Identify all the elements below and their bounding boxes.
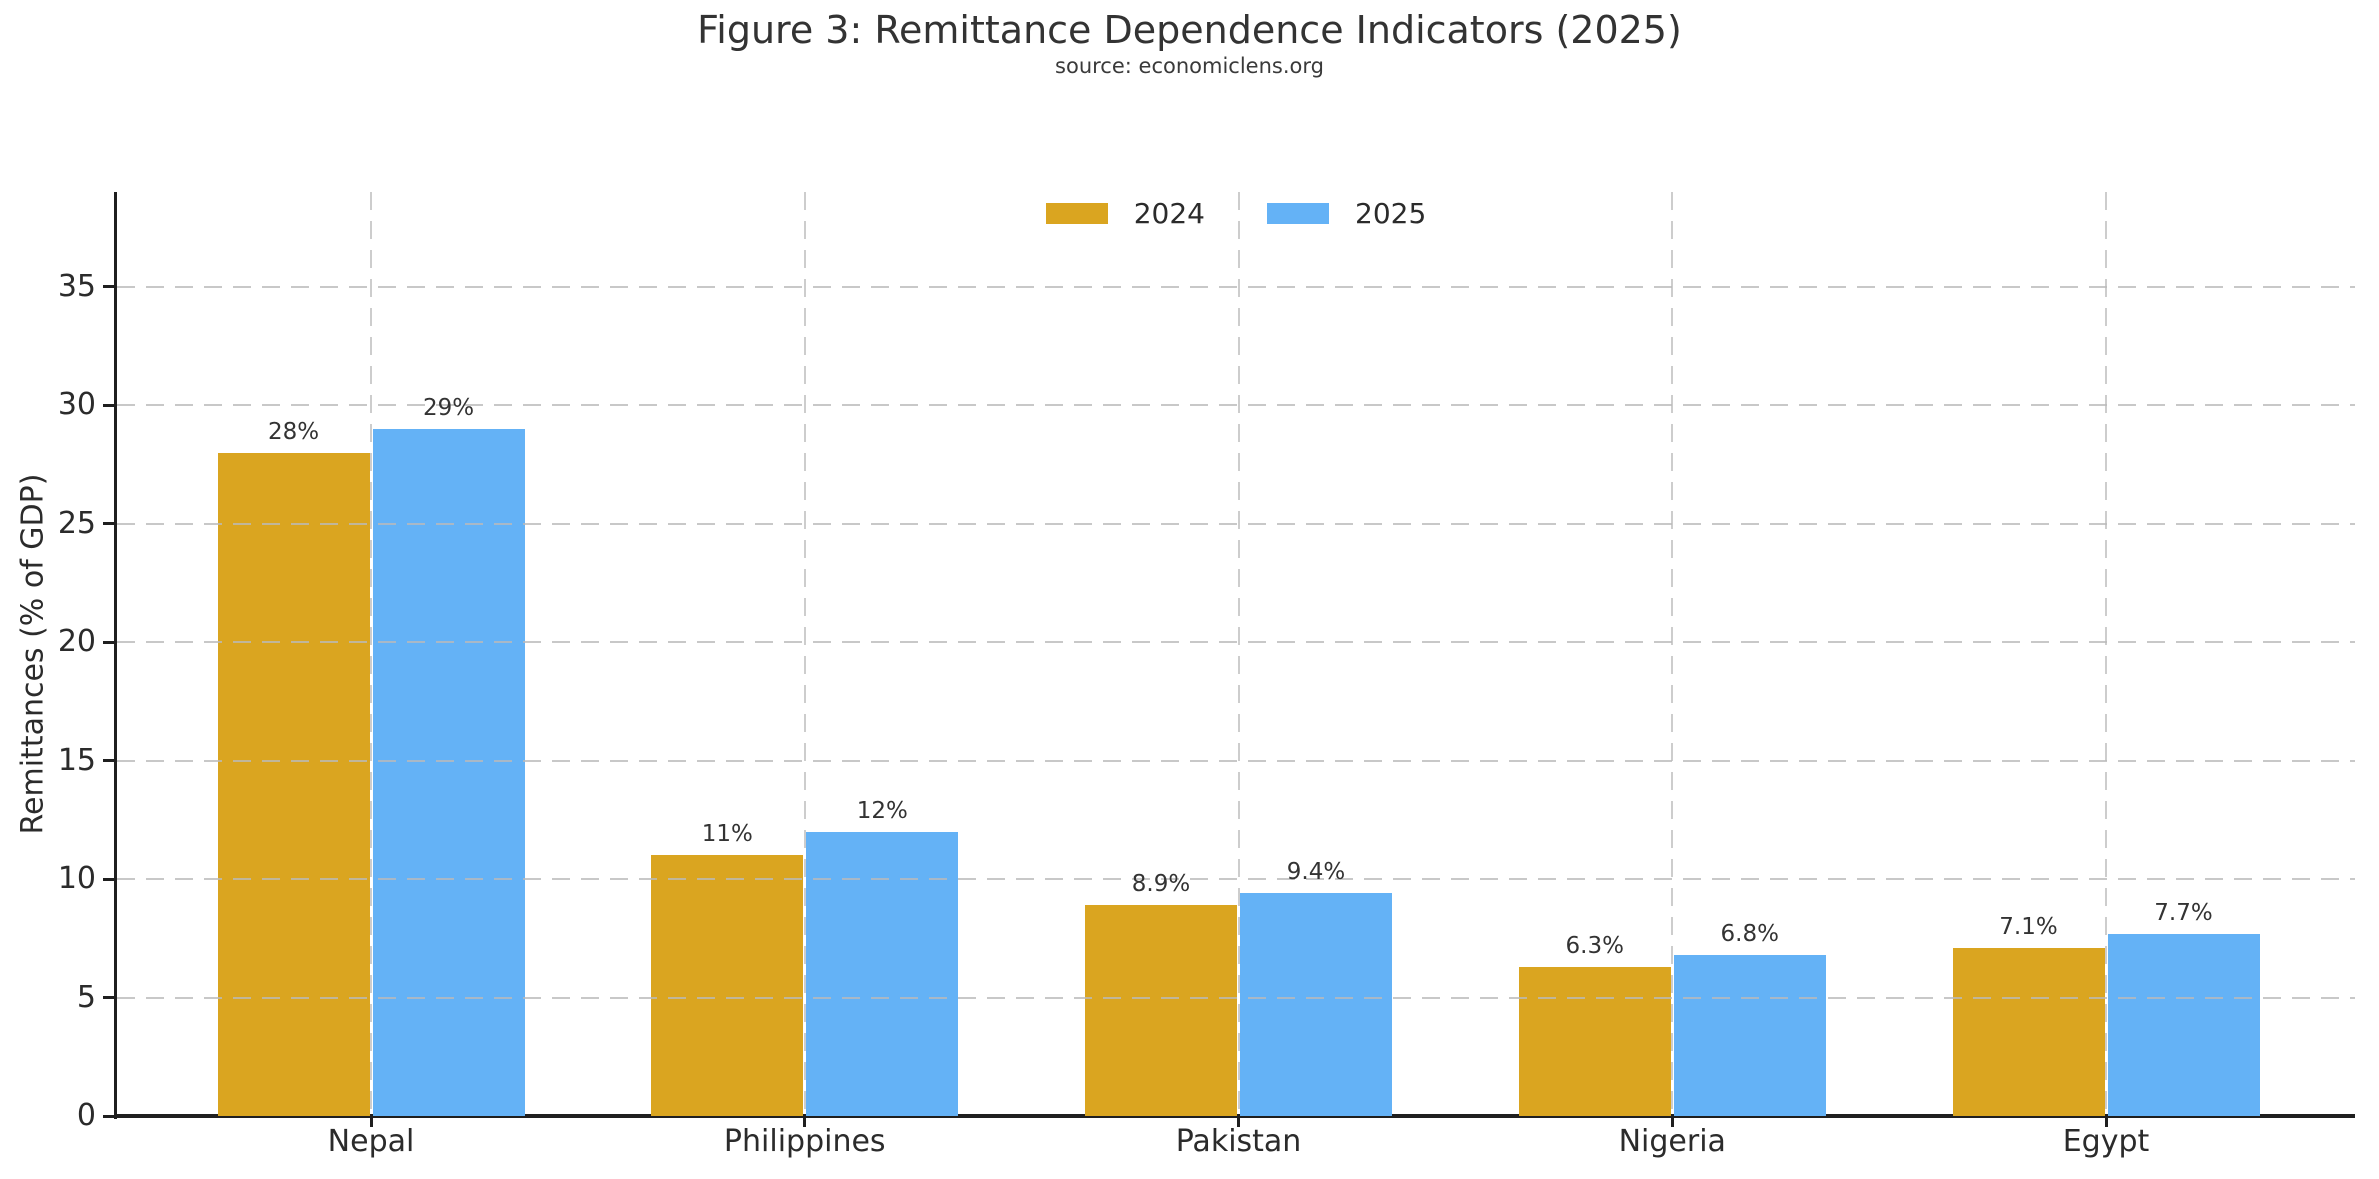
bar-2024-pakistan <box>1085 905 1237 1116</box>
bar-value-label-2024-nigeria: 6.3% <box>1565 932 1624 959</box>
y-tick-mark-5 <box>103 996 115 1000</box>
y-tick-label-20: 20 <box>57 624 96 660</box>
y-tick-label-0: 0 <box>76 1098 96 1133</box>
y-tick-mark-25 <box>103 522 115 526</box>
legend: 2024 2025 <box>117 197 2355 230</box>
x-tick-label-egypt: Egypt <box>2062 1124 2150 1159</box>
x-tick-mark-nepal <box>369 1116 373 1127</box>
legend-item-2025: 2025 <box>1267 197 1426 230</box>
bar-2024-philippines <box>651 855 804 1116</box>
bar-value-label-2024-egypt: 7.1% <box>1999 913 2058 940</box>
bar-2025-nigeria <box>1673 954 1826 1116</box>
gridline-horizontal-10 <box>117 878 2355 881</box>
legend-swatch-2025 <box>1267 203 1329 224</box>
y-tick-label-30: 30 <box>57 387 96 423</box>
gridline-horizontal-25 <box>117 522 2355 525</box>
bar-value-label-2024-nepal: 28% <box>267 418 320 445</box>
gridline-horizontal-15 <box>117 759 2355 762</box>
x-tick-label-philippines: Philippines <box>723 1124 886 1159</box>
bar-2025-pakistan <box>1240 893 1392 1116</box>
chart-subtitle: source: economiclens.org <box>1055 54 1324 78</box>
x-tick-mark-egypt <box>2104 1116 2108 1127</box>
x-tick-mark-pakistan <box>1237 1116 1240 1127</box>
gridline-vertical-philippines <box>803 192 806 1116</box>
legend-item-2024: 2024 <box>1045 197 1205 230</box>
bar-2024-nigeria <box>1518 966 1671 1116</box>
y-tick-mark-30 <box>103 403 115 407</box>
x-tick-label-nigeria: Nigeria <box>1618 1124 1726 1159</box>
y-tick-mark-20 <box>103 640 115 644</box>
chart-title: Figure 3: Remittance Dependence Indicato… <box>697 8 1682 52</box>
legend-swatch-2024 <box>1045 203 1108 224</box>
x-tick-mark-nigeria <box>1670 1116 1674 1127</box>
y-tick-label-15: 15 <box>57 742 96 778</box>
y-tick-mark-10 <box>103 877 115 881</box>
bar-2024-nepal <box>217 452 370 1116</box>
bar-2025-nepal <box>372 428 525 1116</box>
y-axis-spine <box>114 192 117 1119</box>
gridline-vertical-egypt <box>2105 192 2107 1116</box>
legend-label-2025: 2025 <box>1355 197 1427 230</box>
y-tick-label-35: 35 <box>57 268 96 304</box>
bar-value-label-2024-pakistan: 8.9% <box>1131 871 1191 898</box>
y-tick-mark-15 <box>103 759 115 763</box>
bar-value-label-2025-egypt: 7.7% <box>2154 899 2213 926</box>
y-tick-label-25: 25 <box>57 505 96 541</box>
bar-2025-egypt <box>2107 933 2260 1116</box>
y-tick-mark-0 <box>103 1114 115 1118</box>
x-axis-spine <box>114 1114 2355 1118</box>
y-tick-label-5: 5 <box>76 979 96 1015</box>
y-tick-label-10: 10 <box>57 861 96 897</box>
y-tick-mark-35 <box>103 285 115 289</box>
bar-value-label-2025-philippines: 12% <box>856 797 908 824</box>
gridline-horizontal-35 <box>117 285 2355 288</box>
gridline-vertical-nepal <box>370 192 372 1116</box>
gridline-horizontal-5 <box>117 996 2355 999</box>
plot-area: 28% 11% 8.9% 6.3% 7.1% 29% 12% 9.4% 6.8% 7.7% <box>117 192 2355 1116</box>
bar-2024-egypt <box>1952 947 2105 1116</box>
legend-label-2024: 2024 <box>1133 197 1205 230</box>
gridline-vertical-nigeria <box>1671 192 1674 1116</box>
gridline-horizontal-30 <box>117 404 2355 407</box>
bar-value-label-2025-nigeria: 6.8% <box>1720 920 1779 947</box>
x-tick-label-nepal: Nepal <box>327 1124 415 1159</box>
bar-value-label-2024-philippines: 11% <box>701 821 753 848</box>
x-tick-label-pakistan: Pakistan <box>1175 1124 1302 1159</box>
x-tick-mark-philippines <box>803 1116 807 1127</box>
gridline-vertical-pakistan <box>1237 192 1240 1116</box>
bar-2025-philippines <box>806 831 959 1116</box>
bar-value-label-2025-pakistan: 9.4% <box>1286 859 1346 886</box>
bar-value-label-2025-nepal: 29% <box>422 394 475 421</box>
gridline-horizontal-20 <box>117 641 2355 644</box>
